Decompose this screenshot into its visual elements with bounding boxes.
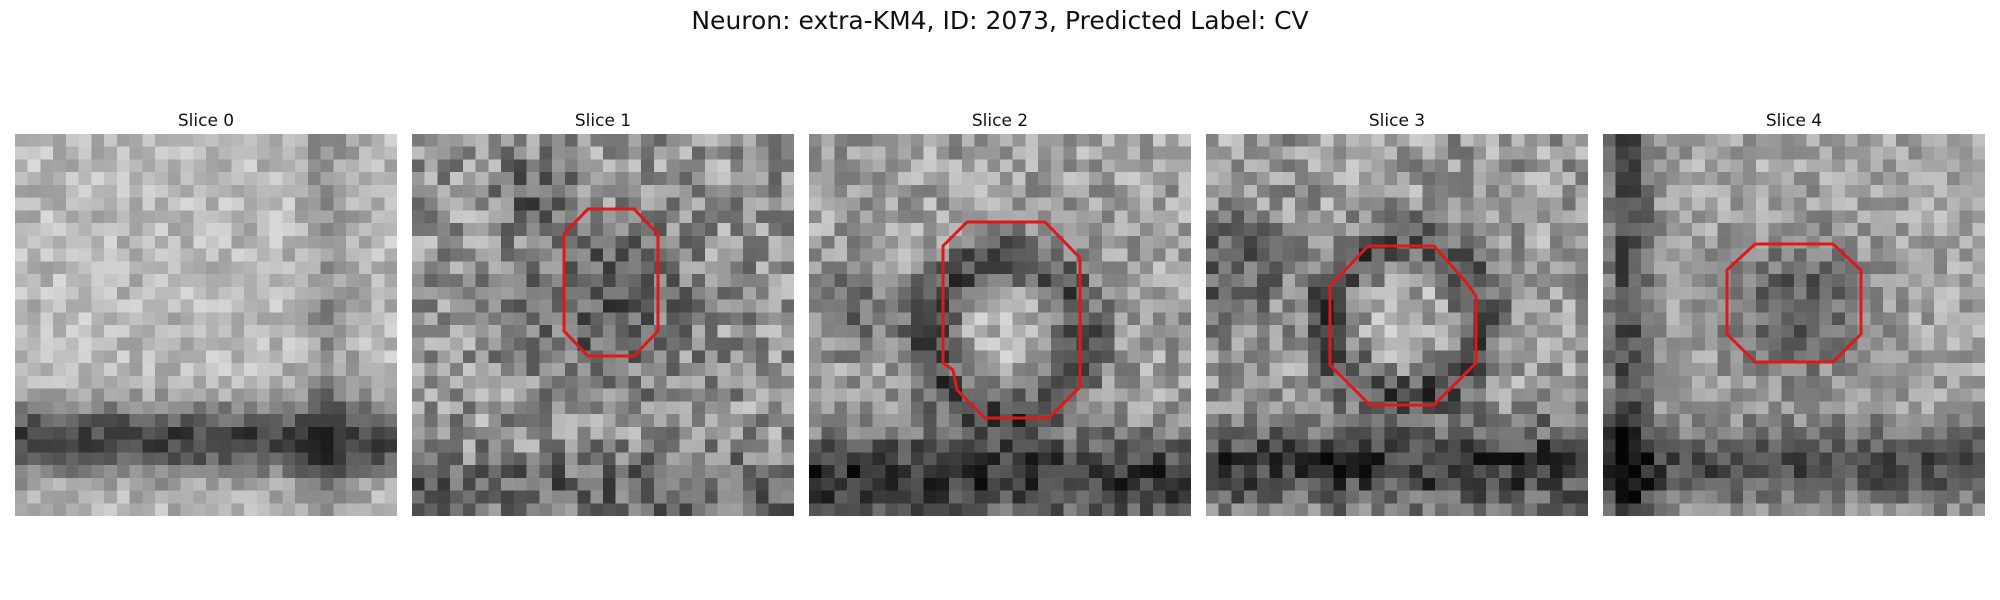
micrograph-image (412, 134, 794, 516)
slice-title: Slice 0 (177, 111, 235, 131)
slice-title: Slice 2 (971, 111, 1029, 131)
slice-panel-1: Slice 1 (412, 108, 794, 516)
slice-panel-0: Slice 0 (15, 108, 397, 516)
micrograph-image (1206, 134, 1588, 516)
micrograph-image (15, 134, 397, 516)
slice-title: Slice 3 (1368, 111, 1426, 131)
slice-title: Slice 4 (1765, 111, 1823, 131)
outline-polygon (1328, 244, 1478, 407)
figure-title: Neuron: extra-KM4, ID: 2073, Predicted L… (691, 6, 1309, 35)
slice-panel-3: Slice 3 (1206, 108, 1588, 516)
micrograph-image (809, 134, 1191, 516)
outline-polygon (941, 220, 1082, 420)
segmentation-outline (941, 220, 1082, 420)
outline-polygon (562, 207, 660, 358)
micrograph-image (1603, 134, 1985, 516)
segmentation-outline (1725, 242, 1863, 364)
slice-title: Slice 1 (574, 111, 632, 131)
segmentation-outline (562, 207, 660, 358)
segmentation-outline (1328, 244, 1478, 407)
slice-panel-2: Slice 2 (809, 108, 1191, 516)
outline-polygon (1725, 242, 1863, 364)
slice-panel-4: Slice 4 (1603, 108, 1985, 516)
